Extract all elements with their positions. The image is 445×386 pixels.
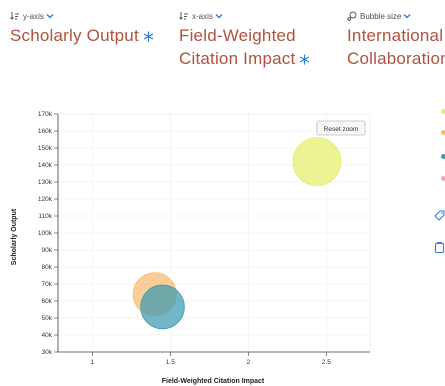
y-tick-label: 120k [38,196,53,203]
tag-icon[interactable] [434,208,445,221]
axes: 30k 40k 50k 60k 70k 80k 90k 100k 110k 120k 130k 140… [38,111,370,366]
reset-zoom-label[interactable]: Reset zoom [324,126,359,133]
y-tick-label: 40k [42,332,53,339]
x-axis-dropdown[interactable]: x-axis [179,10,329,22]
x-axis-selector[interactable]: x-axis Field-Weighted Citation Impact [179,10,329,70]
y-axis-caption: y-axis [23,11,44,21]
y-tick-label: 50k [42,315,53,322]
bubble-size-dropdown[interactable]: Bubble size [347,10,445,22]
chevron-down-icon[interactable] [403,12,411,20]
sort-icon [10,11,20,21]
y-tick-label: 80k [42,264,53,271]
legend-dot[interactable] [441,176,445,181]
x-tick-label: 2.5 [322,359,331,366]
x-tick-label: 2 [247,359,251,366]
y-tick-label: 160k [38,128,53,135]
x-tick-label: 1 [91,359,95,366]
bubble-point[interactable] [140,284,185,330]
chevron-down-icon[interactable] [46,12,54,20]
bubble-icon [347,11,357,21]
y-tick-label: 60k [42,298,53,305]
x-axis-label: Field-Weighted Citation Impact [162,378,265,385]
y-tick-label: 150k [38,145,53,152]
bubble-point[interactable] [292,137,342,187]
snowflake-icon[interactable] [299,48,310,65]
clipboard-icon[interactable] [434,240,445,254]
y-axis-title: Scholarly Output [10,26,139,45]
bubble-size-caption: Bubble size [360,11,402,21]
y-axis-label: Scholarly Output [11,208,18,265]
sort-icon [179,11,189,21]
y-tick-label: 100k [38,230,53,237]
snowflake-icon[interactable] [143,25,154,42]
bubble-size-title: International Collaboration [347,26,445,68]
y-axis-selector[interactable]: y-axis Scholarly Output [10,10,154,47]
x-axis-title: Field-Weighted Citation Impact [179,26,296,68]
y-tick-label: 30k [42,349,53,356]
legend-dot[interactable] [441,130,445,135]
y-tick-label: 90k [42,247,53,254]
chevron-down-icon[interactable] [215,12,223,20]
y-tick-label: 170k [38,111,53,118]
y-axis-dropdown[interactable]: y-axis [10,10,154,22]
x-tick-label: 1.5 [166,359,175,366]
legend-dot[interactable] [441,109,445,114]
y-tick-label: 140k [38,162,53,169]
bubble-size-selector[interactable]: Bubble size International Collaboration [347,10,445,70]
x-axis-caption: x-axis [192,11,213,21]
y-tick-label: 70k [42,281,53,288]
legend-dot[interactable] [441,154,445,159]
reset-zoom-button[interactable]: Reset zoom [316,120,366,136]
bubbles[interactable] [132,137,342,330]
y-tick-label: 130k [38,179,53,186]
y-tick-label: 110k [38,213,52,220]
